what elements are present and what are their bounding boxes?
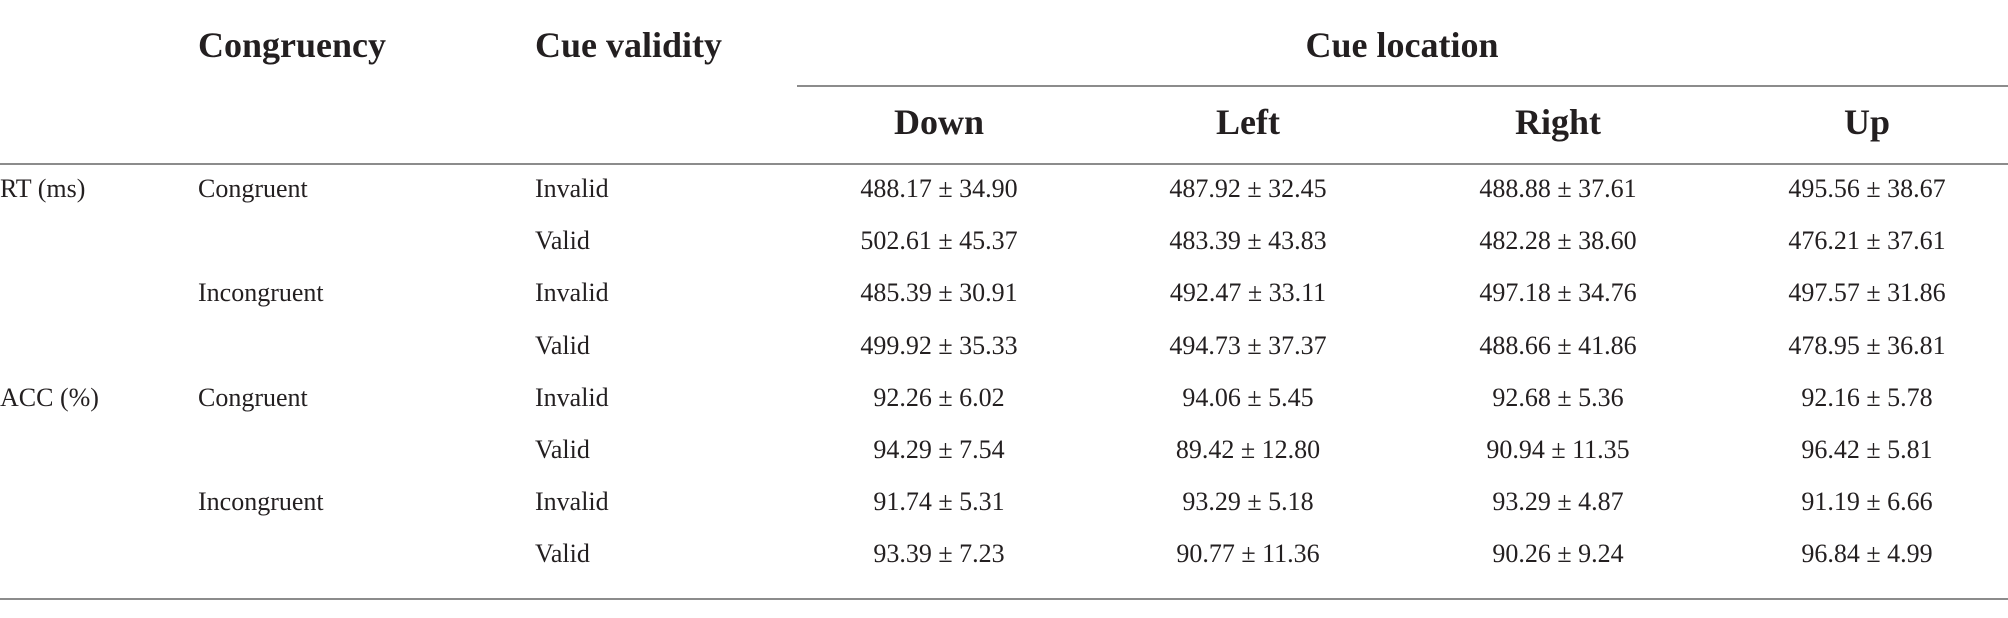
cell-congruency: Incongruent <box>198 487 324 516</box>
header-location-down: Down <box>893 102 985 142</box>
header-location-left: Left <box>1216 102 1280 142</box>
cell-value-down: 502.61 ± 45.37 <box>860 226 1018 255</box>
header-cue-location: Cue location <box>1305 25 1499 65</box>
cell-value-left: 483.39 ± 43.83 <box>1169 226 1327 255</box>
header-location-right: Right <box>1514 102 1602 142</box>
cell-value-up: 91.19 ± 6.66 <box>1801 487 1933 516</box>
cell-value-down: 485.39 ± 30.91 <box>860 278 1018 307</box>
header-location-up: Up <box>1843 102 1891 142</box>
cell-value-left: 89.42 ± 12.80 <box>1175 435 1321 464</box>
cell-congruency: Congruent <box>198 383 308 412</box>
cell-value-left: 494.73 ± 37.37 <box>1169 331 1327 360</box>
header-congruency: Congruency <box>198 25 386 65</box>
cell-value-down: 92.26 ± 6.02 <box>873 383 1005 412</box>
bottom-rule <box>0 598 2008 600</box>
cell-value-up: 476.21 ± 37.61 <box>1788 226 1946 255</box>
cell-value-left: 90.77 ± 11.36 <box>1176 539 1320 568</box>
cell-value-right: 482.28 ± 38.60 <box>1479 226 1637 255</box>
cell-value-right: 497.18 ± 34.76 <box>1479 278 1637 307</box>
cell-value-right: 90.94 ± 11.35 <box>1486 435 1630 464</box>
cell-congruency: Incongruent <box>198 278 324 307</box>
cell-value-down: 91.74 ± 5.31 <box>873 487 1005 516</box>
cell-cue-validity: Invalid <box>535 383 609 412</box>
cell-value-left: 487.92 ± 32.45 <box>1169 174 1327 203</box>
cell-value-up: 96.84 ± 4.99 <box>1801 539 1933 568</box>
cell-value-up: 497.57 ± 31.86 <box>1788 278 1946 307</box>
cell-value-left: 93.29 ± 5.18 <box>1182 487 1314 516</box>
cell-value-down: 94.29 ± 7.54 <box>873 435 1005 464</box>
spanner-rule <box>797 85 2008 87</box>
cell-cue-validity: Invalid <box>535 174 609 203</box>
cell-cue-validity: Valid <box>535 331 590 360</box>
cell-measure: ACC (%) <box>0 383 99 412</box>
cell-cue-validity: Valid <box>535 226 590 255</box>
cell-cue-validity: Valid <box>535 539 590 568</box>
cell-value-right: 90.26 ± 9.24 <box>1492 539 1624 568</box>
cell-value-right: 488.66 ± 41.86 <box>1479 331 1637 360</box>
cell-cue-validity: Invalid <box>535 278 609 307</box>
cell-value-left: 94.06 ± 5.45 <box>1182 383 1314 412</box>
cell-value-right: 92.68 ± 5.36 <box>1492 383 1624 412</box>
cell-value-down: 488.17 ± 34.90 <box>860 174 1018 203</box>
cell-value-up: 495.56 ± 38.67 <box>1788 174 1946 203</box>
cell-value-up: 92.16 ± 5.78 <box>1801 383 1933 412</box>
cell-value-up: 478.95 ± 36.81 <box>1788 331 1946 360</box>
cell-value-down: 499.92 ± 35.33 <box>860 331 1018 360</box>
cell-congruency: Congruent <box>198 174 308 203</box>
cell-value-right: 488.88 ± 37.61 <box>1479 174 1637 203</box>
cell-measure: RT (ms) <box>0 174 86 203</box>
cell-value-up: 96.42 ± 5.81 <box>1801 435 1933 464</box>
cell-value-down: 93.39 ± 7.23 <box>873 539 1005 568</box>
cell-value-right: 93.29 ± 4.87 <box>1492 487 1624 516</box>
cell-cue-validity: Valid <box>535 435 590 464</box>
cell-cue-validity: Invalid <box>535 487 609 516</box>
header-rule <box>0 163 2008 165</box>
cell-value-left: 492.47 ± 33.11 <box>1169 278 1327 307</box>
header-cue-validity: Cue validity <box>535 25 723 65</box>
